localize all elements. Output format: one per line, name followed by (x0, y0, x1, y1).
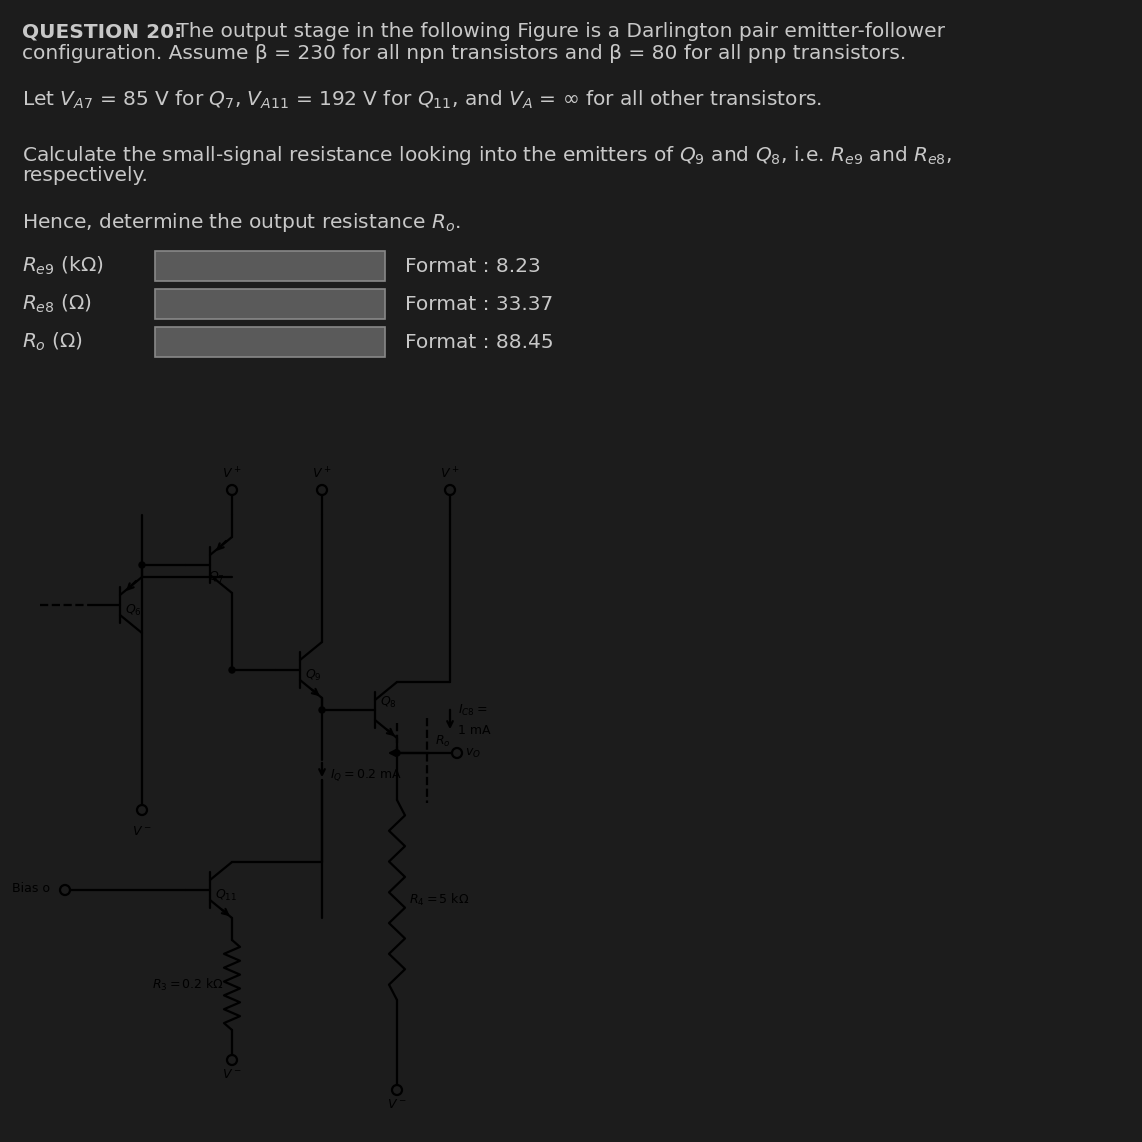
Text: Format : 33.37: Format : 33.37 (405, 295, 553, 314)
Text: 1 mA: 1 mA (458, 724, 491, 737)
Circle shape (394, 750, 400, 756)
Text: respectively.: respectively. (22, 166, 147, 185)
Text: QUESTION 20:: QUESTION 20: (22, 22, 182, 41)
Text: $Q_7$: $Q_7$ (208, 570, 225, 585)
Text: configuration. Assume β = 230 for all npn transistors and β = 80 for all pnp tra: configuration. Assume β = 230 for all np… (22, 45, 907, 63)
FancyBboxPatch shape (155, 251, 385, 281)
Text: $V^-$: $V^-$ (387, 1097, 407, 1111)
Text: Calculate the small-signal resistance looking into the emitters of $Q_9$ and $Q_: Calculate the small-signal resistance lo… (22, 144, 952, 167)
Text: $R_o$: $R_o$ (435, 733, 451, 748)
Text: The output stage in the following Figure is a Darlington pair emitter-follower: The output stage in the following Figure… (170, 22, 944, 41)
Text: $R_4 = 5$ kΩ: $R_4 = 5$ kΩ (409, 892, 469, 908)
Text: $R_{e8}$ (Ω): $R_{e8}$ (Ω) (22, 292, 93, 315)
Text: $Q_8$: $Q_8$ (380, 694, 396, 709)
FancyBboxPatch shape (155, 289, 385, 319)
Text: $R_{e9}$ (kΩ): $R_{e9}$ (kΩ) (22, 255, 104, 278)
Circle shape (230, 667, 235, 673)
Text: Bias o: Bias o (13, 882, 50, 894)
Text: $Q_{11}$: $Q_{11}$ (215, 887, 238, 902)
Text: $V^-$: $V^-$ (132, 825, 152, 838)
Text: $I_{C8}=$: $I_{C8}=$ (458, 702, 488, 717)
Text: $I_Q = 0.2$ mA: $I_Q = 0.2$ mA (330, 767, 402, 783)
Text: $V^+$: $V^+$ (223, 467, 242, 482)
Text: Let $V_{A7}$ = 85 V for $Q_7$, $V_{A11}$ = 192 V for $Q_{11}$, and $V_A$ = ∞ for: Let $V_{A7}$ = 85 V for $Q_7$, $V_{A11}$… (22, 89, 822, 111)
Text: $V^+$: $V^+$ (441, 467, 460, 482)
Text: Format : 8.23: Format : 8.23 (405, 257, 541, 275)
Text: $R_3 = 0.2$ kΩ: $R_3 = 0.2$ kΩ (152, 976, 224, 994)
Text: $Q_6$: $Q_6$ (124, 603, 142, 618)
FancyBboxPatch shape (155, 327, 385, 357)
Text: $R_o$ (Ω): $R_o$ (Ω) (22, 331, 83, 353)
Text: $Q_9$: $Q_9$ (305, 667, 322, 683)
Text: $V^-$: $V^-$ (223, 1068, 242, 1081)
Text: Hence, determine the output resistance $R_o$.: Hence, determine the output resistance $… (22, 211, 460, 234)
Text: $v_O$: $v_O$ (465, 747, 481, 759)
Text: $V^+$: $V^+$ (312, 467, 331, 482)
Circle shape (139, 562, 145, 568)
Circle shape (319, 707, 325, 713)
Text: Format : 88.45: Format : 88.45 (405, 332, 554, 352)
